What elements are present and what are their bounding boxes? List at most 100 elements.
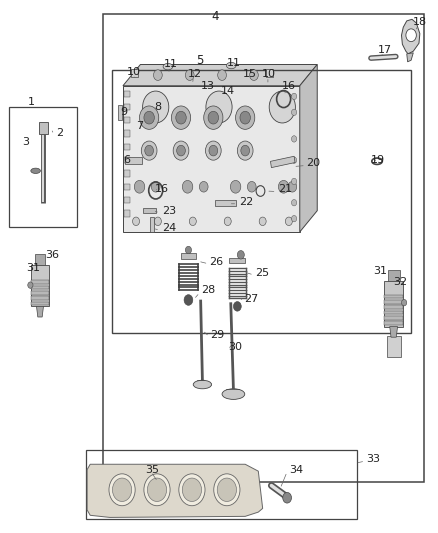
Text: 16: 16 (282, 81, 296, 91)
Circle shape (182, 478, 201, 502)
Circle shape (402, 300, 407, 306)
Circle shape (133, 217, 140, 225)
Circle shape (218, 70, 226, 80)
Circle shape (241, 146, 250, 156)
Text: 34: 34 (289, 465, 303, 474)
Text: 15: 15 (243, 69, 257, 79)
Circle shape (177, 146, 185, 156)
Circle shape (214, 474, 240, 506)
Circle shape (236, 106, 255, 130)
Circle shape (171, 106, 191, 130)
Bar (384, 305, 403, 309)
Circle shape (291, 178, 297, 184)
Polygon shape (123, 64, 317, 86)
Circle shape (286, 217, 292, 225)
Circle shape (230, 180, 241, 193)
Circle shape (151, 181, 160, 192)
Circle shape (250, 70, 258, 80)
Text: 10: 10 (262, 69, 276, 79)
Text: 20: 20 (306, 158, 321, 168)
Circle shape (199, 181, 208, 192)
Circle shape (204, 106, 223, 130)
Bar (31, 302, 49, 305)
Polygon shape (87, 464, 263, 518)
Text: 18: 18 (413, 17, 427, 27)
Circle shape (182, 180, 193, 193)
Bar (10, 107, 77, 227)
Circle shape (209, 146, 218, 156)
Bar (124, 183, 131, 190)
Bar (124, 210, 131, 216)
Circle shape (141, 141, 157, 160)
Bar (384, 311, 403, 314)
Bar (124, 144, 131, 150)
Bar (124, 91, 131, 97)
Ellipse shape (163, 63, 173, 70)
Circle shape (237, 251, 244, 259)
Text: 19: 19 (371, 155, 385, 165)
Text: 6: 6 (123, 155, 130, 165)
Bar (112, 70, 411, 333)
Bar (230, 258, 245, 263)
Circle shape (173, 141, 189, 160)
Circle shape (28, 282, 33, 288)
Circle shape (240, 111, 251, 124)
Bar (215, 199, 236, 206)
Circle shape (233, 302, 241, 311)
Text: 32: 32 (393, 278, 407, 287)
Text: 1: 1 (28, 96, 35, 107)
Bar (124, 117, 131, 124)
Circle shape (259, 217, 266, 225)
Bar (271, 156, 295, 167)
Text: 23: 23 (162, 206, 177, 216)
Text: 35: 35 (146, 465, 159, 474)
Bar (388, 270, 400, 281)
Bar (35, 254, 45, 265)
Bar (384, 300, 403, 304)
Text: 17: 17 (378, 45, 392, 54)
Bar (124, 170, 131, 176)
Circle shape (185, 70, 194, 80)
Circle shape (143, 91, 169, 123)
Bar (31, 291, 49, 295)
Text: 13: 13 (201, 81, 215, 91)
Text: 16: 16 (154, 184, 168, 195)
Bar (143, 208, 155, 213)
Bar (124, 157, 131, 164)
Polygon shape (123, 86, 300, 232)
Circle shape (217, 478, 237, 502)
Polygon shape (300, 64, 317, 232)
Text: 12: 12 (188, 69, 202, 79)
Text: 2: 2 (57, 127, 64, 138)
Circle shape (291, 199, 297, 206)
Text: 21: 21 (278, 184, 292, 195)
Circle shape (154, 217, 161, 225)
Circle shape (206, 91, 232, 123)
Text: 29: 29 (210, 329, 225, 340)
Polygon shape (407, 53, 413, 62)
Text: 3: 3 (22, 136, 29, 147)
Ellipse shape (31, 168, 40, 173)
Text: 31: 31 (26, 263, 40, 272)
Circle shape (179, 474, 205, 506)
Ellipse shape (222, 389, 245, 399)
Circle shape (291, 109, 297, 116)
Text: 8: 8 (154, 102, 162, 112)
Circle shape (291, 93, 297, 100)
Bar (118, 106, 122, 120)
Bar (131, 69, 138, 77)
Bar (180, 253, 196, 259)
Bar (31, 280, 49, 284)
Bar (266, 69, 273, 77)
Text: 25: 25 (255, 268, 269, 278)
Circle shape (279, 180, 289, 193)
Text: 33: 33 (367, 454, 381, 464)
Bar (384, 295, 403, 298)
Circle shape (406, 29, 417, 42)
Bar (103, 14, 424, 482)
Text: 14: 14 (221, 86, 235, 96)
Circle shape (144, 474, 170, 506)
Circle shape (145, 146, 153, 156)
Text: 31: 31 (374, 266, 388, 276)
Text: 24: 24 (162, 223, 177, 233)
